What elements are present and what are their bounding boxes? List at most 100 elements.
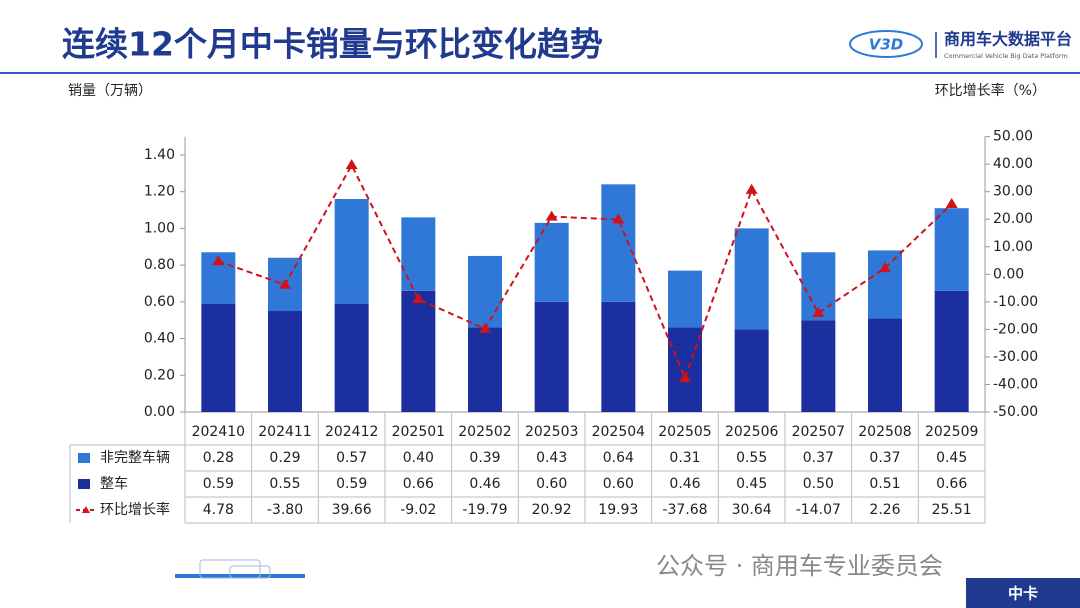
bar-segment [734,228,769,330]
table-value: 0.59 [203,476,234,492]
table-value: 0.51 [869,476,900,492]
bar-segment [734,329,769,412]
bar-segment [934,290,969,412]
x-tick-label: 202502 [458,424,511,440]
table-value: -3.80 [267,502,303,518]
line-marker [545,210,558,221]
line-marker [812,307,825,318]
logo-ring [849,30,923,58]
y2-tick-label: -40.00 [993,376,1038,392]
x-tick-label: 202505 [658,424,711,440]
line-marker [612,213,625,224]
x-tick-label: 202508 [858,424,911,440]
table-value: 2.26 [869,502,900,518]
line-marker [345,159,358,170]
bar-segment [401,290,436,412]
table-value: 0.45 [936,450,967,466]
y-tick-label: 0.80 [144,257,175,273]
legend-swatch [78,479,90,489]
x-tick-label: 202503 [525,424,578,440]
y2-tick-label: 30.00 [993,184,1033,200]
y2-tick-label: 20.00 [993,211,1033,227]
table-value: 25.51 [932,502,972,518]
bar-segment [468,255,502,328]
table-value: 0.60 [536,476,567,492]
bar-segment [468,327,502,412]
bar-segment [334,199,369,304]
truck-decoration [175,559,305,579]
table-value: 0.46 [669,476,700,492]
tag-label: 中卡 [1008,585,1038,603]
table-value: 19.93 [598,502,638,518]
table-value: 0.66 [403,476,434,492]
table-value: 0.55 [269,476,300,492]
x-tick-label: 202507 [792,424,845,440]
table-value: 4.78 [203,502,234,518]
table-value: 0.40 [403,450,434,466]
legend-label: 环比增长率 [100,501,170,518]
table-value: 0.31 [669,450,700,466]
logo-mark: V3D [869,36,904,54]
table-value: 0.45 [736,476,767,492]
line-marker [212,255,225,266]
y-tick-label: 0.20 [144,367,175,383]
table-value: 39.66 [332,502,372,518]
y2-tick-label: 0.00 [993,266,1024,282]
legend-label: 非完整车辆 [100,449,170,466]
table-value: 0.57 [336,450,367,466]
wechat-source: 公众号 · 商用车专业委员会 [656,552,943,580]
bar-segment [201,303,236,412]
bar-segment [401,217,436,291]
table-value: -9.02 [400,502,436,518]
line-marker [879,262,891,273]
logo-name: 商用车大数据平台 [944,30,1072,49]
line-marker [945,198,958,209]
bar-segment [801,320,836,412]
line-marker [679,372,691,383]
table-value: -14.07 [796,502,841,518]
bar-segment [601,184,636,302]
y2-tick-label: -50.00 [993,404,1038,420]
bar-segment [534,301,569,412]
y2-tick-label: 50.00 [993,129,1033,145]
table-value: 0.39 [469,450,500,466]
bar-segment [868,318,902,412]
y-tick-label: 0.40 [144,331,175,347]
table-value: -19.79 [462,502,507,518]
bar-segment [268,311,302,412]
table-value: 0.66 [936,476,967,492]
x-tick-label: 202504 [592,424,646,440]
x-tick-label: 202411 [258,424,311,440]
y2-tick-label: -20.00 [993,321,1038,337]
table-value: 0.28 [203,450,234,466]
line-marker [479,322,491,333]
y-axis-title: 销量（万辆） [68,83,152,99]
legend-swatch [82,506,90,513]
legend-swatch [78,453,90,463]
y-tick-label: 1.40 [144,147,175,163]
x-tick-label: 202501 [392,424,445,440]
y-tick-label: 0.00 [144,404,175,420]
y-tick-label: 1.20 [144,184,175,200]
bar-segment [868,250,902,319]
table-value: 0.37 [869,450,900,466]
table-value: 0.29 [269,450,300,466]
table-value: 30.64 [732,502,772,518]
x-tick-label: 202509 [925,424,978,440]
slide-title: 连续12个月中卡销量与环比变化趋势 [62,25,603,64]
y-tick-label: 1.00 [144,220,175,236]
table-value: 0.64 [603,450,634,466]
table-value: 0.55 [736,450,767,466]
line-marker [412,293,425,304]
bar-segment [668,270,702,328]
table-value: 0.50 [803,476,834,492]
tag-box [966,578,1080,608]
table-value: 0.46 [469,476,500,492]
bar-segment [934,208,969,291]
x-tick-label: 202506 [725,424,779,440]
table-value: 0.37 [803,450,834,466]
bar-segment [668,327,702,412]
y2-tick-label: -30.00 [993,349,1038,365]
bar-segment [334,303,369,412]
